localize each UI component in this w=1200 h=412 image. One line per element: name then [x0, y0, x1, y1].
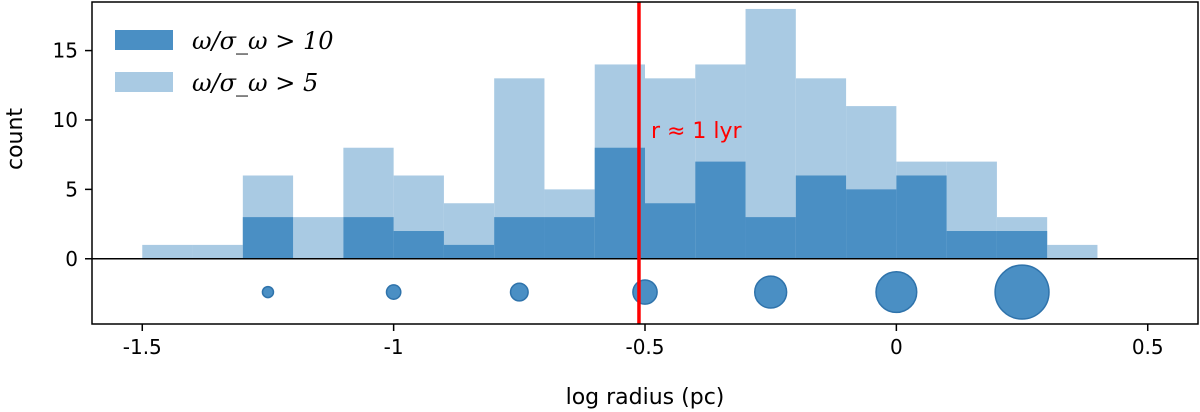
weak-bar-0	[142, 244, 193, 259]
size-marker-6	[994, 264, 1050, 320]
strong-bar-13	[896, 175, 947, 259]
size-marker-1	[385, 284, 402, 300]
y-tick-label: 10	[53, 108, 78, 132]
strong-bar-4	[443, 244, 495, 259]
legend-swatch-weak	[115, 72, 173, 92]
strong-bar-0	[242, 217, 294, 259]
reference-line-label: r ≈ 1 lyr	[651, 119, 743, 144]
y-tick-label: 0	[65, 247, 78, 271]
strong-bar-15	[996, 231, 1048, 259]
strong-bar-14	[946, 231, 997, 259]
strong-bar-11	[795, 175, 847, 259]
x-tick-label: 0.5	[1132, 335, 1164, 359]
size-marker-3	[632, 279, 658, 305]
x-tick-label: -0.5	[625, 335, 664, 359]
y-axis: 0 5 10 15	[53, 39, 92, 271]
y-tick-label: 15	[53, 39, 78, 63]
strong-bar-12	[846, 189, 897, 259]
strong-bar-8	[645, 203, 696, 259]
weak-bar-1	[192, 244, 243, 259]
strong-bar-6	[544, 217, 595, 259]
size-marker-4	[753, 275, 788, 309]
x-axis: -1.5 -1 -0.5 0 0.5	[123, 324, 1164, 359]
strong-bar-9	[695, 161, 746, 259]
y-axis-label: count	[3, 108, 28, 170]
y-tick-label: 5	[65, 177, 78, 201]
strong-bar-7	[594, 147, 645, 259]
size-marker-2	[509, 282, 529, 302]
x-tick-label: -1.5	[123, 335, 162, 359]
strong-bar-5	[494, 217, 545, 259]
size-marker-5	[875, 270, 918, 314]
size-markers	[261, 264, 1050, 320]
strong-bar-3	[393, 231, 444, 259]
legend-label-weak: ω/σ_ω > 5	[192, 69, 318, 97]
legend-swatch-strong	[115, 30, 173, 50]
legend-label-strong: ω/σ_ω > 10	[192, 27, 334, 55]
x-tick-label: -1	[384, 335, 404, 359]
strong-bar-10	[745, 217, 796, 259]
x-tick-label: 0	[890, 335, 903, 359]
series-dark-bars	[242, 147, 1048, 259]
strong-bar-2	[343, 217, 394, 259]
weak-bar-3	[293, 217, 344, 259]
x-axis-label: log radius (pc)	[566, 385, 725, 410]
legend: ω/σ_ω > 10 ω/σ_ω > 5	[115, 27, 334, 97]
weak-bar-18	[1047, 244, 1098, 259]
size-marker-0	[261, 285, 275, 299]
